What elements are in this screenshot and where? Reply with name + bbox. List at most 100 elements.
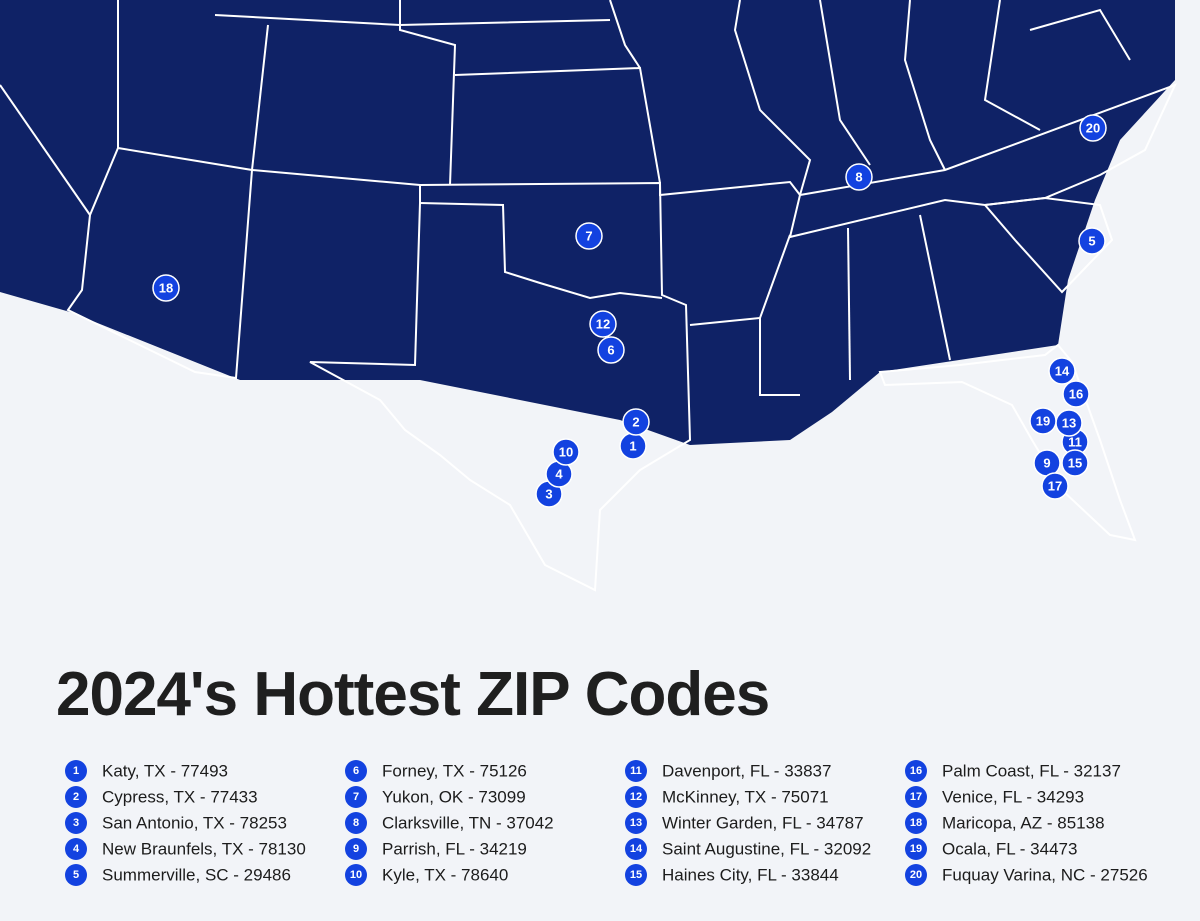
legend-item: 8 Clarksville, TN - 37042 bbox=[345, 812, 554, 834]
legend-item: 15 Haines City, FL - 33844 bbox=[625, 864, 839, 886]
legend-number: 19 bbox=[910, 843, 922, 855]
marker-number: 11 bbox=[1068, 435, 1082, 450]
legend-label: Clarksville, TN - 37042 bbox=[382, 814, 554, 833]
marker-number: 18 bbox=[159, 281, 173, 296]
legend-label: Yukon, OK - 73099 bbox=[382, 788, 526, 807]
legend-label: Saint Augustine, FL - 32092 bbox=[662, 840, 871, 859]
marker-number: 13 bbox=[1062, 416, 1076, 431]
legend-dot bbox=[905, 786, 927, 808]
legend-label: Palm Coast, FL - 32137 bbox=[942, 762, 1121, 781]
legend-number: 13 bbox=[630, 817, 642, 829]
legend-dot bbox=[345, 786, 367, 808]
legend-item: 20 Fuquay Varina, NC - 27526 bbox=[905, 864, 1148, 886]
highlighted-state bbox=[878, 343, 1137, 542]
legend-number: 4 bbox=[73, 843, 80, 855]
legend-item: 13 Winter Garden, FL - 34787 bbox=[625, 812, 864, 834]
legend-dot bbox=[345, 864, 367, 886]
legend-label: Forney, TX - 75126 bbox=[382, 762, 527, 781]
legend-item: 5 Summerville, SC - 29486 bbox=[65, 864, 291, 886]
map-marker: 10 bbox=[552, 438, 580, 466]
marker-dot bbox=[1048, 357, 1076, 385]
legend-item: 1 Katy, TX - 77493 bbox=[65, 760, 228, 782]
legend-label: Summerville, SC - 29486 bbox=[102, 866, 291, 885]
legend-dot bbox=[625, 838, 647, 860]
marker-number: 8 bbox=[855, 170, 862, 185]
marker-dot bbox=[552, 438, 580, 466]
marker-number: 14 bbox=[1055, 364, 1070, 379]
marker-dot bbox=[1041, 472, 1069, 500]
map-marker: 15 bbox=[1061, 449, 1089, 477]
legend-number: 18 bbox=[910, 817, 922, 829]
legend-item: 16 Palm Coast, FL - 32137 bbox=[905, 760, 1121, 782]
legend-label: Katy, TX - 77493 bbox=[102, 762, 228, 781]
state-borders bbox=[0, 0, 1131, 396]
legend-label: Cypress, TX - 77433 bbox=[102, 788, 258, 807]
marker-dot bbox=[152, 274, 180, 302]
marker-dot bbox=[1029, 407, 1057, 435]
legend-item: 18 Maricopa, AZ - 85138 bbox=[905, 812, 1105, 834]
legend-dot bbox=[905, 812, 927, 834]
marker-number: 15 bbox=[1068, 456, 1082, 471]
highlighted-state bbox=[66, 146, 254, 380]
marker-number: 9 bbox=[1043, 456, 1050, 471]
legend-number: 6 bbox=[353, 765, 359, 777]
highlighted-state bbox=[309, 181, 692, 592]
marker-dot bbox=[845, 163, 873, 191]
map-marker: 14 bbox=[1048, 357, 1076, 385]
legend-item: 3 San Antonio, TX - 78253 bbox=[65, 812, 287, 834]
marker-dot bbox=[1079, 114, 1107, 142]
legend-label: Parrish, FL - 34219 bbox=[382, 840, 527, 859]
legend-dot bbox=[65, 812, 87, 834]
map-marker: 9 bbox=[1033, 449, 1061, 477]
legend-item: 7 Yukon, OK - 73099 bbox=[345, 786, 526, 808]
legend-number: 10 bbox=[350, 869, 362, 881]
marker-number: 5 bbox=[1088, 234, 1095, 249]
marker-number: 16 bbox=[1069, 387, 1083, 402]
legend-label: Ocala, FL - 34473 bbox=[942, 840, 1077, 859]
map-marker: 6 bbox=[597, 336, 625, 364]
marker-number: 20 bbox=[1086, 121, 1100, 136]
legend-label: Venice, FL - 34293 bbox=[942, 788, 1084, 807]
marker-number: 3 bbox=[545, 487, 552, 502]
legend-dot bbox=[65, 838, 87, 860]
legend-item: 17 Venice, FL - 34293 bbox=[905, 786, 1084, 808]
legend-number: 17 bbox=[910, 791, 922, 803]
map-marker: 1 bbox=[619, 432, 647, 460]
legend-dot bbox=[345, 812, 367, 834]
legend-dot bbox=[625, 786, 647, 808]
marker-dot bbox=[1062, 380, 1090, 408]
legend-item: 19 Ocala, FL - 34473 bbox=[905, 838, 1077, 860]
legend-item: 12 McKinney, TX - 75071 bbox=[625, 786, 829, 808]
legend-label: Davenport, FL - 33837 bbox=[662, 762, 831, 781]
map-marker: 20 bbox=[1079, 114, 1107, 142]
legend-dot bbox=[345, 838, 367, 860]
legend-number: 16 bbox=[910, 765, 922, 777]
legend-item: 6 Forney, TX - 75126 bbox=[345, 760, 527, 782]
marker-number: 7 bbox=[585, 229, 592, 244]
legend-item: 4 New Braunfels, TX - 78130 bbox=[65, 838, 306, 860]
legend: 1 Katy, TX - 77493 2 Cypress, TX - 77433 3 Sa… bbox=[65, 760, 1148, 886]
legend-item: 9 Parrish, FL - 34219 bbox=[345, 838, 527, 860]
legend-number: 11 bbox=[630, 765, 642, 777]
marker-dot bbox=[589, 310, 617, 338]
legend-dot bbox=[625, 864, 647, 886]
legend-label: San Antonio, TX - 78253 bbox=[102, 814, 287, 833]
legend-number: 1 bbox=[73, 765, 79, 777]
legend-dot bbox=[625, 760, 647, 782]
legend-dot bbox=[65, 864, 87, 886]
legend-number: 15 bbox=[630, 869, 642, 881]
legend-number: 20 bbox=[910, 869, 922, 881]
map-marker: 5 bbox=[1078, 227, 1106, 255]
legend-item: 14 Saint Augustine, FL - 32092 bbox=[625, 838, 871, 860]
legend-number: 7 bbox=[353, 791, 359, 803]
legend-dot bbox=[65, 786, 87, 808]
legend-number: 12 bbox=[630, 791, 642, 803]
legend-label: Maricopa, AZ - 85138 bbox=[942, 814, 1105, 833]
legend-dot bbox=[905, 760, 927, 782]
map-marker: 13 bbox=[1055, 409, 1083, 437]
legend-dot bbox=[905, 838, 927, 860]
legend-number: 3 bbox=[73, 817, 79, 829]
legend-label: New Braunfels, TX - 78130 bbox=[102, 840, 306, 859]
